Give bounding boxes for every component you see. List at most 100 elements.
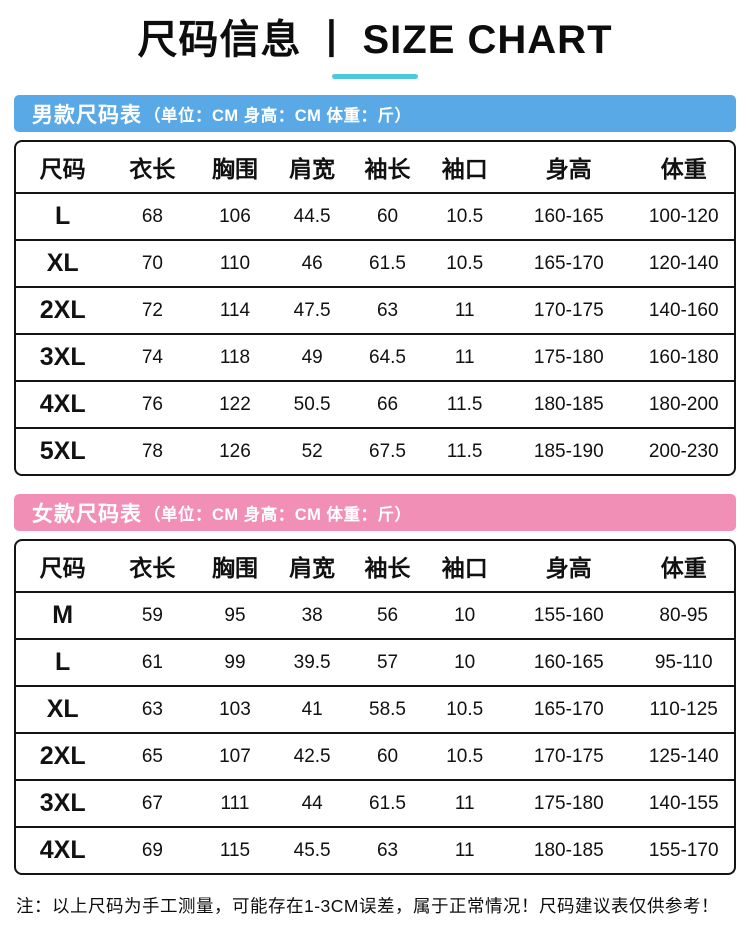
value-cell: 59 xyxy=(141,604,163,626)
header-cell: 衣长 xyxy=(109,142,196,194)
header-cell: 袖长 xyxy=(349,142,426,194)
value-cell: 60 xyxy=(349,732,426,780)
value-cell: 118 xyxy=(195,333,275,381)
men-section-bar: 男款尺码表 （单位：CM 身高：CM 体重：斤） xyxy=(14,95,736,132)
women-section-bar: 女款尺码表 （单位：CM 身高：CM 体重：斤） xyxy=(14,494,736,531)
size-cell: 3XL xyxy=(16,333,110,381)
value-cell: 107 xyxy=(195,732,275,780)
value-cell: 175-180 xyxy=(504,779,634,827)
page-title: 尺码信息丨 SIZE CHART xyxy=(0,16,750,64)
table-row: 3XL 74 118 49 64.5 11 175-180 160-180 xyxy=(16,333,734,381)
footer-note: 注：以上尺码为手工测量，可能存在1-3CM误差，属于正常情况！尺码建议表仅供参考… xyxy=(16,896,720,916)
header-cell: 体重 xyxy=(633,142,734,194)
value-cell: 100-120 xyxy=(648,205,719,227)
value-cell: 61.5 xyxy=(349,239,426,287)
value-cell: 46 xyxy=(274,239,350,287)
table-row: L 61 99 39.5 57 10 160-165 95-110 xyxy=(16,638,734,686)
value-cell: 11 xyxy=(425,826,505,873)
page-title-cn: 尺码信息 xyxy=(137,18,302,62)
header-cell: 衣长 xyxy=(109,541,196,593)
value-cell: 52 xyxy=(274,427,350,474)
header-cell: 身高 xyxy=(504,541,634,593)
size-cell: 2XL xyxy=(16,286,110,334)
value-cell: 45.5 xyxy=(274,826,350,873)
table-row: 5XL 78 126 52 67.5 11.5 185-190 200-230 xyxy=(16,427,734,474)
women-units-note: （单位：CM 身高：CM 体重：斤） xyxy=(144,505,412,524)
value-cell: 140-160 xyxy=(633,286,734,334)
size-cell: 2XL xyxy=(16,732,110,780)
value-cell: 61.5 xyxy=(349,779,426,827)
header-cell: 体重 xyxy=(633,541,734,593)
value-cell: 58.5 xyxy=(349,685,426,733)
size-cell: 4XL xyxy=(16,826,110,873)
value-cell: 63 xyxy=(109,685,196,733)
table-row: 4XL 69 115 45.5 63 11 180-185 155-170 xyxy=(16,826,734,873)
table-row: 2XL 72 114 47.5 63 11 170-175 140-160 xyxy=(16,286,734,334)
accent-underline xyxy=(332,74,418,79)
table-row: XL 63 103 41 58.5 10.5 165-170 110-125 xyxy=(16,685,734,733)
value-cell: 106 xyxy=(219,205,251,227)
value-cell: 67.5 xyxy=(349,427,426,474)
value-cell: 47.5 xyxy=(274,286,350,334)
value-cell: 165-170 xyxy=(504,685,634,733)
value-cell: 115 xyxy=(195,826,275,873)
value-cell: 122 xyxy=(195,380,275,428)
women-size-table: 尺码 衣长 胸围 肩宽 袖长 袖口 身高 体重 M 59 95 38 56 10 155-160 80-95… xyxy=(14,539,736,875)
table-row: 3XL 67 111 44 61.5 11 175-180 140-155 xyxy=(16,779,734,827)
value-cell: 50.5 xyxy=(274,380,350,428)
header-cell: 肩宽 xyxy=(274,541,350,593)
value-cell: 10.5 xyxy=(446,205,484,227)
value-cell: 165-170 xyxy=(504,239,634,287)
value-cell: 125-140 xyxy=(633,732,734,780)
header-cell: 袖口 xyxy=(425,541,505,593)
value-cell: 110 xyxy=(195,239,275,287)
table-row: 4XL 76 122 50.5 66 11.5 180-185 180-200 xyxy=(16,380,734,428)
table-row: XL 70 110 46 61.5 10.5 165-170 120-140 xyxy=(16,239,734,287)
value-cell: 140-155 xyxy=(633,779,734,827)
value-cell: 95-110 xyxy=(633,638,734,686)
header-cell: 胸围 xyxy=(195,142,275,194)
value-cell: 10.5 xyxy=(425,732,505,780)
value-cell: 72 xyxy=(109,286,196,334)
table-row: 2XL 65 107 42.5 60 10.5 170-175 125-140 xyxy=(16,732,734,780)
size-cell: 4XL xyxy=(16,380,110,428)
header-cell: 尺码 xyxy=(16,541,110,593)
value-cell: 155-160 xyxy=(533,604,604,626)
header-cell: 胸围 xyxy=(195,541,275,593)
value-cell: 11.5 xyxy=(425,427,505,474)
header-cell: 肩宽 xyxy=(274,142,350,194)
value-cell: 170-175 xyxy=(504,732,634,780)
value-cell: 38 xyxy=(301,604,323,626)
value-cell: 180-185 xyxy=(504,380,634,428)
value-cell: 65 xyxy=(109,732,196,780)
size-cell: 5XL xyxy=(16,427,110,474)
value-cell: 42.5 xyxy=(274,732,350,780)
value-cell: 70 xyxy=(109,239,196,287)
men-size-table: 尺码 衣长 胸围 肩宽 袖长 袖口 身高 体重 L 68 106 44.5 60 10.5 160-165… xyxy=(14,140,736,476)
value-cell: 57 xyxy=(349,638,426,686)
value-cell: 60 xyxy=(376,205,399,227)
value-cell: 99 xyxy=(195,638,275,686)
size-cell: M xyxy=(52,601,74,629)
value-cell: 11 xyxy=(425,779,505,827)
value-cell: 155-170 xyxy=(633,826,734,873)
value-cell: 76 xyxy=(109,380,196,428)
header-cell: 身高 xyxy=(504,142,634,194)
value-cell: 49 xyxy=(274,333,350,381)
size-cell: XL xyxy=(16,239,110,287)
value-cell: 10.5 xyxy=(425,685,505,733)
men-units-note: （单位：CM 身高：CM 体重：斤） xyxy=(144,106,412,125)
value-cell: 44 xyxy=(274,779,350,827)
value-cell: 110-125 xyxy=(633,685,734,733)
page-title-divider: 丨 xyxy=(311,18,353,62)
value-cell: 160-165 xyxy=(504,638,634,686)
value-cell: 10 xyxy=(425,638,505,686)
value-cell: 120-140 xyxy=(633,239,734,287)
value-cell: 64.5 xyxy=(349,333,426,381)
value-cell: 80-95 xyxy=(659,604,708,626)
header-cell: 袖长 xyxy=(349,541,426,593)
value-cell: 103 xyxy=(195,685,275,733)
value-cell: 67 xyxy=(109,779,196,827)
value-cell: 200-230 xyxy=(633,427,734,474)
women-table-header-row: 尺码 衣长 胸围 肩宽 袖长 袖口 身高 体重 xyxy=(16,541,734,593)
